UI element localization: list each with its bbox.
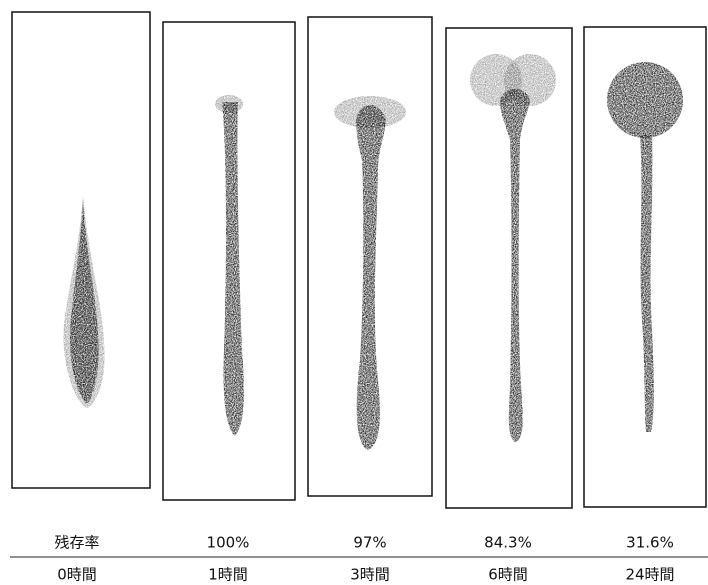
- rate-value: 97%: [353, 534, 386, 552]
- time-label: 3時間: [350, 566, 390, 584]
- rate-value: 84.3%: [484, 534, 532, 552]
- rate-value: 31.6%: [626, 534, 674, 552]
- row-label: 残存率: [54, 534, 99, 552]
- spot: [607, 62, 683, 138]
- time-label: 6時間: [488, 566, 528, 584]
- figure: 残存率 100% 97% 84.3% 31.6% 0時間 1時間 3時間 6時間…: [0, 0, 708, 585]
- time-label: 1時間: [208, 566, 248, 584]
- time-label: 24時間: [625, 566, 674, 584]
- rate-value: 100%: [207, 534, 250, 552]
- lanes: [12, 12, 706, 508]
- time-label: 0時間: [57, 566, 97, 584]
